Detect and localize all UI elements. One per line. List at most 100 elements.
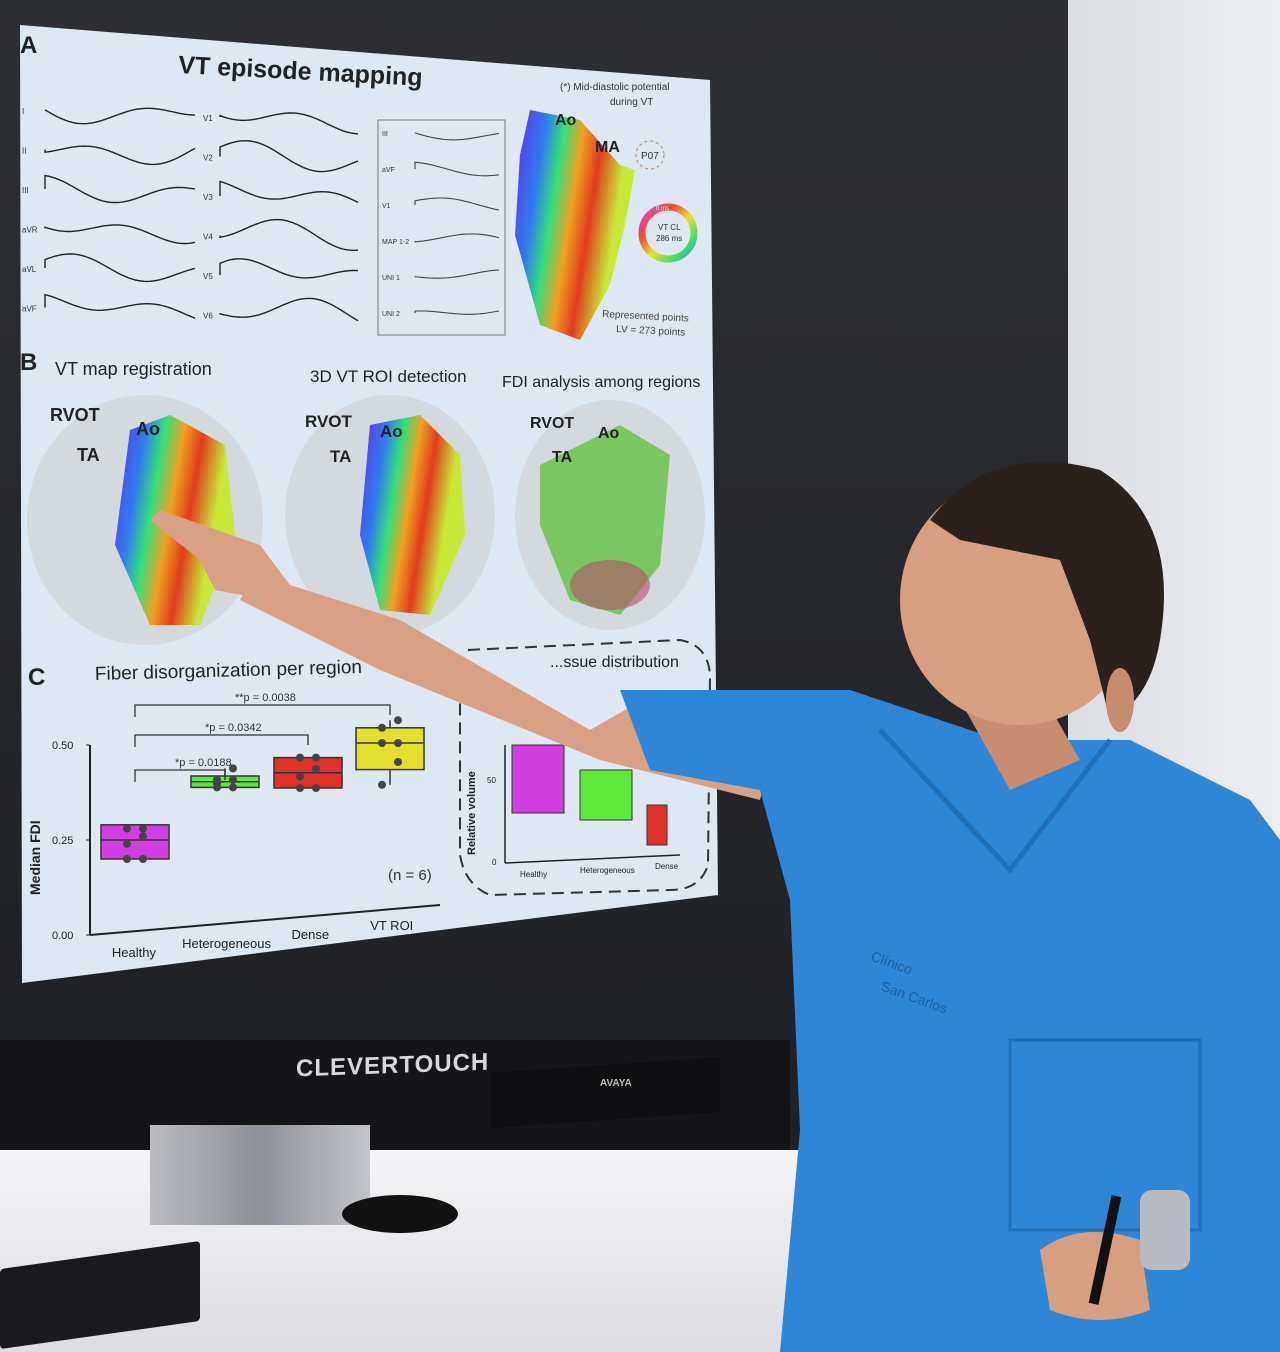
data-point [139,824,147,833]
inset-lead-label: III [382,131,388,138]
scrubs-pocket [1008,1038,1202,1232]
x-axis [89,904,441,936]
tv-stand [150,1125,370,1225]
inset-x-axis [504,854,681,864]
box [100,824,170,860]
cycle-length-color-ring [638,203,698,263]
inset-wave [414,269,500,279]
panel-c-letter: C [28,664,45,691]
panel-b-letter: B [20,349,37,376]
scrubs-collar [878,728,1112,874]
significance-bracket [134,734,309,747]
ecg-wave [44,293,196,319]
ecg-wave [44,107,196,125]
lead-label: aVL [22,265,37,274]
panel-b-title-1: VT map registration [55,359,212,379]
inset-lead-label: UNI 2 [382,311,400,318]
x-tick-label: VT ROI [370,918,413,933]
inset-y-label: Relative volume [466,771,478,855]
label-ao-1: Ao [136,419,160,439]
y-tick-label: 0.00 [52,930,73,942]
data-point [296,784,304,792]
data-point [123,839,131,848]
n-label: (n = 6) [388,867,432,884]
ring-label-1: VT CL [658,223,681,232]
label-ta-1: TA [77,445,100,465]
ecg-wave [44,224,196,245]
box-dense [273,753,343,792]
pointing-hand [150,510,290,600]
inset-x-label: Dense [655,862,679,871]
blue-scrubs [620,690,1280,1352]
data-point [312,784,320,792]
panel-c-right-title: ...ssue distribution [550,654,679,671]
inset-lead-label: MAP 1-2 [382,239,409,246]
label-ao: Ao [555,112,577,129]
panel-b-title-2: 3D VT ROI detection [310,367,467,386]
note-line2: during VT [610,97,653,108]
inset-wave [414,310,500,315]
label-ta-3: TA [552,449,573,466]
box-vt-roi [355,716,425,789]
lead-label: V5 [203,272,213,281]
panel-b-title-3: FDI analysis among regions [502,374,700,391]
inset-y-tick: 0 [492,858,497,867]
inset-x-label: Heterogeneous [580,866,635,875]
fdi-box-plot: 0.00 0.25 0.50 Healthy Heterogeneous Dense VT … [52,692,441,960]
data-point [296,753,304,762]
lead-label: V6 [203,312,213,321]
y-tick-label: 0.50 [52,740,73,752]
inset-box [579,769,633,821]
data-point [139,855,147,863]
lead-label: V1 [203,114,213,123]
p-value: **p = 0.0038 [235,692,296,704]
label-rvot-1: RVOT [50,405,100,425]
tissue-distribution-frame [459,638,712,897]
presentation-slide: A VT episode mapping IIIIIIaVRaVLaVFV1V2… [20,25,718,983]
ring-top-label: 0 ms [656,206,669,212]
ecg-wave [219,218,359,251]
points-line2: LV = 273 points [616,324,686,339]
inset-x-label: Healthy [520,870,547,879]
ring-label-2: 286 ms [656,234,682,243]
pen [1088,1195,1122,1305]
ecg-wave [219,297,359,322]
label-ao-2: Ao [380,422,403,441]
data-point [229,764,237,773]
lead-label: V4 [203,233,213,242]
significance-bracket [134,704,391,717]
box [355,727,425,771]
ecg-wave [219,140,359,173]
data-point [394,739,402,747]
tissue-distribution-chart: 0 50 Healthy Heterogeneous Dense [487,744,681,879]
hair [930,461,1164,720]
inset-lead-label: V1 [382,203,391,210]
soundbar-logo: AVAYA [600,1078,632,1089]
data-point [123,855,131,863]
lead-label: aVF [22,305,37,314]
lead-label: aVR [22,226,38,235]
electrogram-inset-traces: III aVF V1 MAP 1-2 UNI 1 UNI 2 [382,131,500,318]
ecg-wave [44,174,196,204]
heart-model-3 [515,400,705,630]
inset-box [511,744,565,814]
heart-model-1 [27,395,263,645]
data-point [123,824,131,833]
activation-map-heart [515,110,635,340]
lead-label: V3 [203,193,213,202]
y-axis-label: Median FDI [27,820,43,895]
data-point [213,775,221,784]
inset-wave [414,161,500,177]
heart-model-2 [285,395,495,635]
ecg-wave [219,180,359,204]
data-point [312,765,320,773]
data-point [139,832,147,841]
electrogram-inset [377,119,506,336]
x-tick-label: Dense [292,927,330,942]
data-point [296,772,304,781]
wristwatch [1140,1190,1190,1270]
p07-marker [635,140,665,170]
label-rvot-3: RVOT [530,415,574,432]
